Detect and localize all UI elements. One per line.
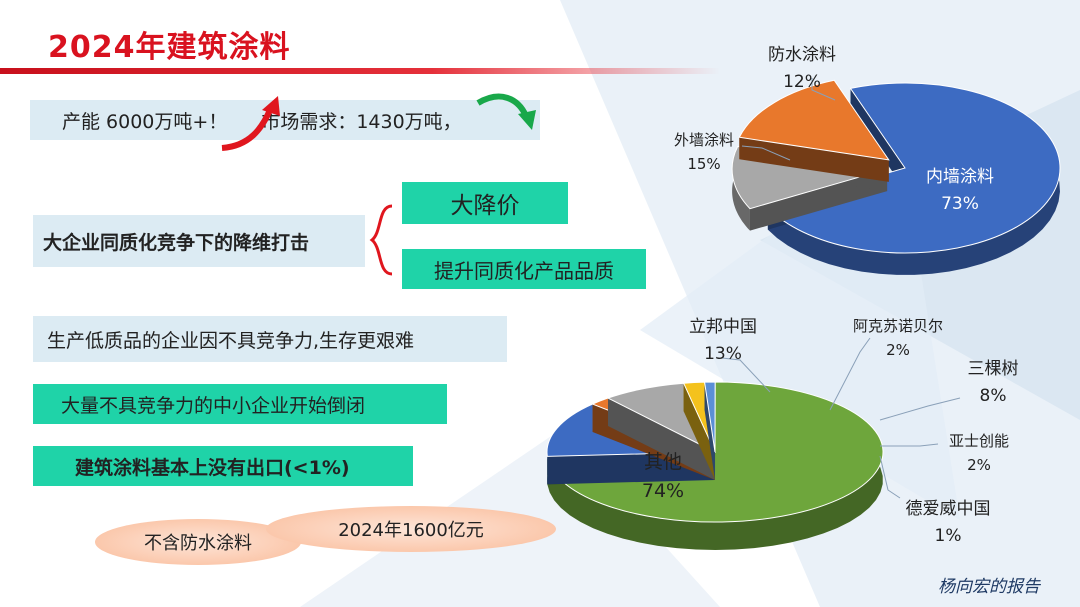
label-akzo-name: 阿克苏诺贝尔 [852, 317, 943, 335]
export-box: 建筑涂料基本上没有出口(<1%) [33, 446, 413, 486]
label-skshu-value: 8% [979, 386, 1007, 407]
label-yashi: 亚士创能 2% [940, 429, 1018, 477]
note-big-text: 2024年1600亿元 [338, 520, 484, 541]
label-exterior: 外墙涂料 15% [664, 128, 744, 176]
label-akzo-value: 2% [886, 341, 910, 359]
label-interior-name: 内墙涂料 [926, 167, 994, 187]
footer-author: 杨向宏的报告 [938, 577, 1040, 597]
note-ellipse-big: 2024年1600亿元 [266, 506, 556, 552]
label-dulux-value: 1% [934, 526, 962, 547]
leader-line-2 [721, 357, 771, 393]
label-other-name: 其他 [643, 451, 682, 473]
label-interior: 内墙涂料 73% [914, 164, 1006, 218]
low-quality-box: 生产低质品的企业因不具竞争力,生存更艰难 [33, 316, 507, 362]
label-other: 其他 74% [628, 448, 698, 507]
competition-box: 大企业同质化竞争下的降维打击 [33, 215, 365, 267]
label-nippon: 立邦中国 13% [682, 314, 764, 368]
price-cut-box: 大降价 [402, 182, 568, 224]
label-akzo: 阿克苏诺贝尔 2% [844, 314, 952, 362]
pie2-slice-5 [704, 381, 716, 480]
leader-line-4 [879, 397, 961, 421]
label-exterior-value: 15% [687, 155, 721, 173]
leader-line-5 [880, 443, 939, 447]
capacity-demand-box: 产能 6000万吨+！ 市场需求：1430万吨， [30, 100, 540, 140]
label-interior-value: 73% [941, 194, 979, 215]
capacity-text: 产能 6000万吨+！ [62, 110, 228, 133]
page-title: 2024年建筑涂料 [48, 30, 291, 65]
label-waterproof: 防水涂料 12% [756, 42, 848, 96]
leader-line-0 [741, 145, 791, 161]
label-yashi-name: 亚士创能 [948, 432, 1009, 450]
label-waterproof-value: 12% [783, 72, 821, 93]
pie1-slice-2 [738, 79, 890, 182]
leader-line-3 [829, 337, 871, 411]
demand-text: 市场需求：1430万吨， [261, 110, 462, 133]
label-waterproof-name: 防水涂料 [768, 45, 836, 65]
leader-line-6 [879, 455, 901, 499]
closures-box: 大量不具竞争力的中小企业开始倒闭 [33, 384, 447, 424]
label-nippon-name: 立邦中国 [689, 317, 757, 337]
label-dulux-name: 德爱威中国 [905, 499, 991, 519]
label-nippon-value: 13% [704, 344, 742, 365]
label-exterior-name: 外墙涂料 [673, 131, 734, 149]
quality-box: 提升同质化产品品质 [402, 249, 646, 289]
label-skshu: 三棵树 8% [958, 356, 1028, 410]
label-yashi-value: 2% [967, 456, 991, 474]
leader-line-1 [811, 78, 836, 101]
label-other-value: 74% [641, 480, 685, 503]
title-underline [0, 68, 720, 74]
label-dulux: 德爱威中国 1% [896, 496, 1000, 550]
label-skshu-name: 三棵树 [967, 359, 1019, 379]
note-small-text: 不含防水涂料 [144, 533, 252, 554]
